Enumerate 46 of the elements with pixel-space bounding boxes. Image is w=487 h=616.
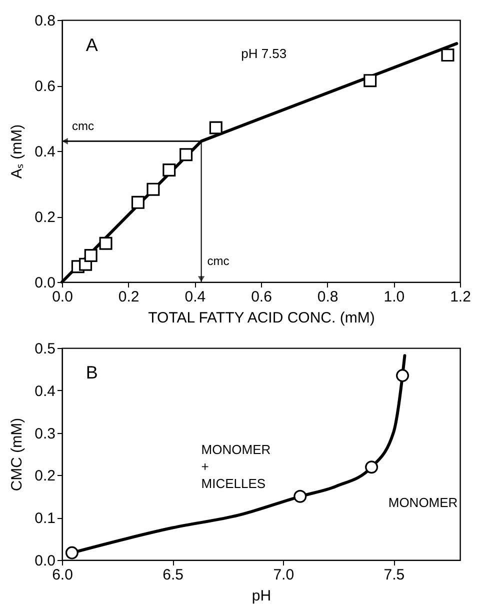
point (209, 121, 222, 134)
point (364, 74, 377, 88)
ref-line-label: cmc (72, 119, 94, 134)
x-axis-title: pH (252, 588, 272, 604)
x-tick-label: 6.5 (162, 566, 184, 584)
annotation: MONOMER + MICELLES (201, 442, 271, 491)
y-tick-label: 0.0 (34, 552, 56, 570)
y-tick-label: 0.1 (34, 510, 56, 528)
annotation: pH 7.53 (241, 46, 287, 62)
x-axis-title: TOTAL FATTY ACID CONC. (mM) (148, 310, 375, 326)
point (99, 236, 112, 250)
y-tick-label: 0.4 (34, 382, 56, 400)
y-tick-label: 0.3 (34, 425, 56, 442)
y-axis-title: Aₛ (mM) (8, 124, 26, 179)
point (84, 248, 98, 262)
y-tick-label: 0.5 (34, 340, 56, 358)
point (180, 148, 193, 162)
x-tick-label: 1.0 (384, 288, 405, 306)
point (396, 369, 410, 382)
y-axis-title: CMC (mM) (8, 418, 26, 492)
annotation: A (86, 35, 98, 56)
x-tick-label: 1.2 (450, 288, 471, 306)
point (441, 48, 454, 62)
y-tick-label: 0.2 (34, 468, 56, 485)
point (65, 546, 78, 560)
x-tick-label: 0.4 (184, 288, 206, 306)
x-tick-label: 0.6 (251, 288, 272, 306)
y-tick-label: 0.8 (34, 12, 56, 30)
x-tick-label: 6.0 (52, 566, 73, 584)
annotation: MONOMER (388, 494, 458, 510)
x-tick-label: 7.0 (273, 566, 294, 584)
point (146, 182, 160, 196)
y-tick-label: 0.4 (34, 144, 56, 160)
point (162, 163, 176, 176)
x-tick-label: 0.2 (118, 288, 140, 306)
y-tick-label: 0.2 (34, 209, 56, 226)
y-tick-label: 0.6 (34, 78, 56, 95)
x-tick-label: 0.0 (52, 288, 73, 306)
y-tick-label: 0.0 (34, 274, 56, 292)
point (294, 490, 307, 503)
ref-line-label: cmc (207, 254, 230, 268)
point (365, 460, 378, 474)
point (131, 196, 144, 209)
x-tick-label: 0.8 (317, 288, 338, 306)
annotation: B (86, 362, 98, 382)
x-tick-label: 7.5 (384, 566, 405, 584)
